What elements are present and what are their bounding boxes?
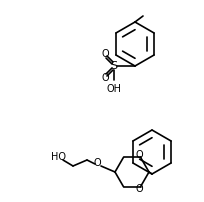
Text: HO: HO bbox=[51, 152, 67, 162]
Text: O: O bbox=[101, 49, 109, 59]
Text: O: O bbox=[136, 184, 143, 194]
Text: O: O bbox=[93, 158, 101, 168]
Text: S: S bbox=[110, 61, 118, 71]
Text: O: O bbox=[136, 150, 143, 160]
Text: OH: OH bbox=[106, 84, 122, 94]
Text: O: O bbox=[101, 73, 109, 83]
